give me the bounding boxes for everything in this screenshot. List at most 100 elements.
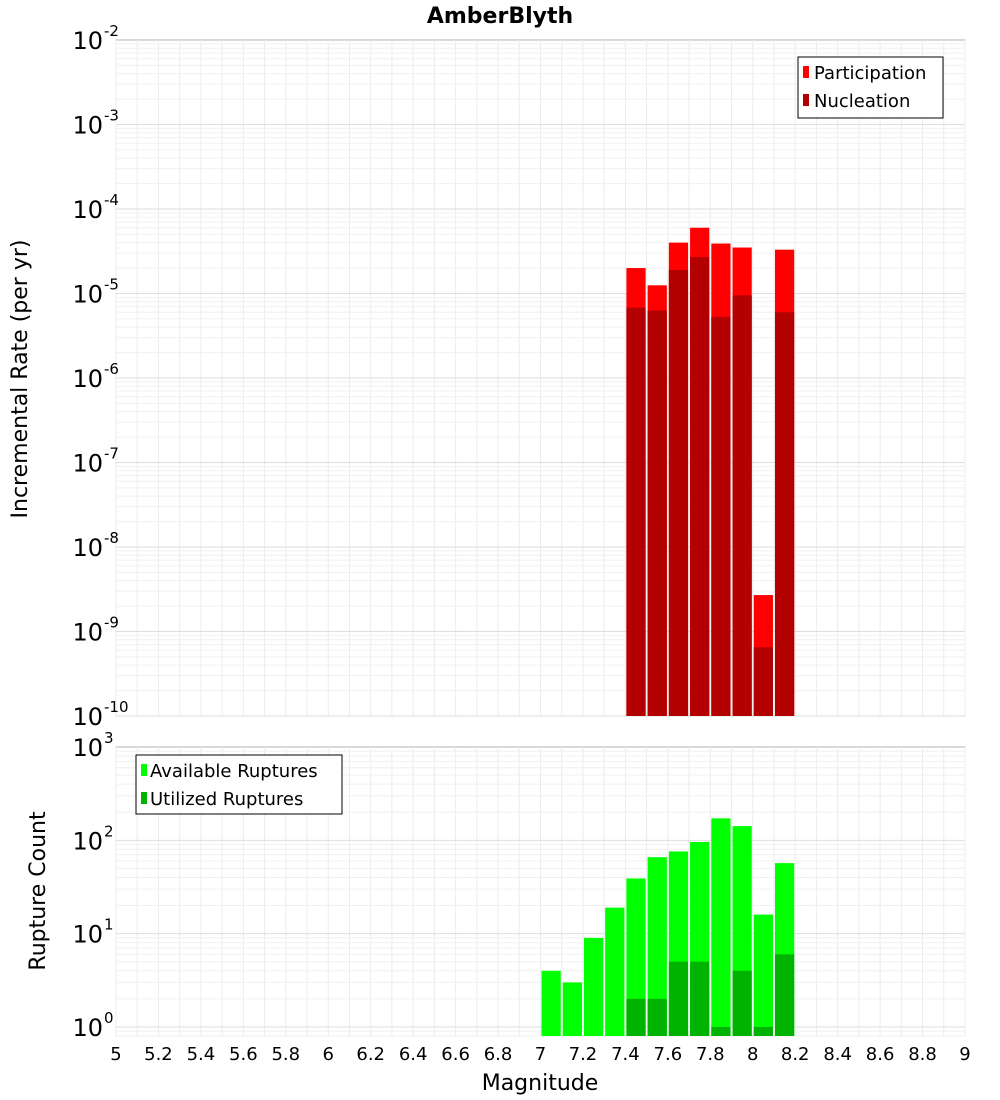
count-grid: [115, 747, 966, 1037]
y-tick-label: 10 -2: [72, 22, 119, 55]
x-tick-label: 5.2: [144, 1044, 173, 1065]
y-tick-label: 10 2: [72, 822, 113, 855]
y-tick-base: 10: [72, 281, 103, 309]
legend-label-nucleation: Nucleation: [814, 91, 910, 112]
x-tick-label: 7: [535, 1044, 546, 1065]
bar-utilized-ruptures: [753, 1026, 773, 1036]
y-tick-label: 10 -8: [72, 529, 119, 562]
y-tick-base: 10: [72, 827, 103, 855]
y-tick-exponent: -4: [104, 191, 119, 209]
y-tick-base: 10: [72, 365, 103, 393]
chart-title: AmberBlyth: [427, 4, 573, 29]
legend-swatch-available: [141, 764, 147, 776]
x-tick-label: 6.2: [356, 1044, 385, 1065]
y-tick-label: 10 -9: [72, 614, 119, 647]
y-tick-base: 10: [72, 703, 103, 731]
y-tick-base: 10: [72, 734, 103, 762]
rate-legend-box: [797, 56, 944, 119]
bar-utilized-ruptures: [711, 1026, 731, 1036]
rate-grid: [115, 40, 966, 717]
x-tick-label: 8.6: [866, 1044, 895, 1065]
legend-label-participation: Participation: [814, 63, 926, 84]
x-tick-label: 8.2: [781, 1044, 810, 1065]
count-y-axis-label: Rupture Count: [26, 811, 51, 971]
count-legend: Available Ruptures Utilized Ruptures: [135, 754, 343, 815]
y-tick-exponent: -2: [104, 22, 119, 40]
x-tick-label: 6.6: [441, 1044, 470, 1065]
bar-utilized-ruptures: [668, 961, 689, 1036]
bar-nucleation: [690, 257, 710, 716]
x-tick-label: 8.4: [823, 1044, 852, 1065]
y-tick-exponent: -6: [104, 360, 119, 378]
y-tick-exponent: 0: [104, 1009, 114, 1027]
x-tick-label: 7.8: [696, 1044, 725, 1065]
count-bars: [541, 818, 795, 1036]
bar-available-ruptures: [626, 878, 646, 1036]
y-tick-exponent: -5: [104, 276, 119, 294]
x-tick-label: 7.6: [654, 1044, 683, 1065]
x-tick-label: 8: [747, 1044, 758, 1065]
bar-nucleation: [647, 310, 667, 716]
x-tick-label: 6.8: [484, 1044, 513, 1065]
bar-nucleation: [711, 316, 731, 716]
bar-nucleation: [668, 269, 689, 716]
y-tick-label: 10 -10: [72, 698, 128, 731]
y-tick-exponent: 3: [104, 729, 114, 747]
legend-label-utilized: Utilized Ruptures: [150, 789, 303, 810]
bar-available-ruptures: [541, 970, 561, 1036]
bar-utilized-ruptures: [690, 961, 710, 1036]
y-tick-label: 10 -3: [72, 107, 119, 140]
bar-nucleation: [626, 307, 646, 716]
y-tick-exponent: -10: [104, 698, 129, 716]
x-tick-label: 5.4: [187, 1044, 216, 1065]
bar-utilized-ruptures: [626, 998, 646, 1036]
bar-utilized-ruptures: [647, 998, 667, 1036]
y-tick-base: 10: [72, 112, 103, 140]
count-legend-box: [135, 754, 343, 815]
rate-legend: Participation Nucleation: [797, 56, 944, 119]
bar-available-ruptures: [647, 857, 667, 1036]
y-tick-exponent: 1: [104, 916, 114, 934]
rate-bars: [626, 227, 795, 717]
y-tick-exponent: 2: [104, 822, 114, 840]
x-tick-label: 7.2: [569, 1044, 598, 1065]
x-tick-label: 5.6: [229, 1044, 258, 1065]
legend-swatch-nucleation: [803, 94, 809, 106]
x-tick-label: 8.8: [908, 1044, 937, 1065]
y-tick-label: 10 -7: [72, 445, 119, 478]
x-axis-ticks: 5 5.2 5.4 5.6 5.8 6 6.2 6.4 6.6 6.8 7 7.2 7.4 7.6 7.8 8…: [110, 1044, 970, 1065]
bar-available-ruptures: [753, 914, 773, 1036]
x-tick-label: 6: [323, 1044, 334, 1065]
y-tick-base: 10: [72, 196, 103, 224]
y-tick-exponent: -7: [104, 445, 119, 463]
bar-utilized-ruptures: [774, 954, 795, 1036]
bar-nucleation: [732, 295, 752, 716]
bar-nucleation: [774, 312, 795, 716]
x-tick-label: 5: [110, 1044, 121, 1065]
y-tick-label: 10 -4: [72, 191, 119, 224]
bar-nucleation: [753, 647, 773, 716]
y-tick-exponent: -8: [104, 529, 119, 547]
x-tick-label: 9: [959, 1044, 970, 1065]
x-tick-label: 7.4: [611, 1044, 640, 1065]
bar-available-ruptures: [605, 907, 625, 1036]
x-tick-label: 5.8: [271, 1044, 300, 1065]
y-tick-label: 10 3: [72, 729, 113, 762]
y-tick-label: 10 -6: [72, 360, 119, 393]
y-tick-label: 10 0: [72, 1009, 113, 1042]
y-tick-base: 10: [72, 619, 103, 647]
y-tick-label: 10 1: [72, 916, 113, 949]
y-tick-base: 10: [72, 1014, 103, 1042]
bar-available-ruptures: [711, 818, 731, 1036]
rate-y-axis-label: Incremental Rate (per yr): [8, 240, 33, 519]
legend-label-available: Available Ruptures: [150, 761, 318, 782]
legend-swatch-utilized: [141, 792, 147, 804]
y-tick-base: 10: [72, 534, 103, 562]
y-tick-base: 10: [72, 450, 103, 478]
y-tick-base: 10: [72, 27, 103, 55]
x-axis-label: Magnitude: [482, 1071, 599, 1096]
